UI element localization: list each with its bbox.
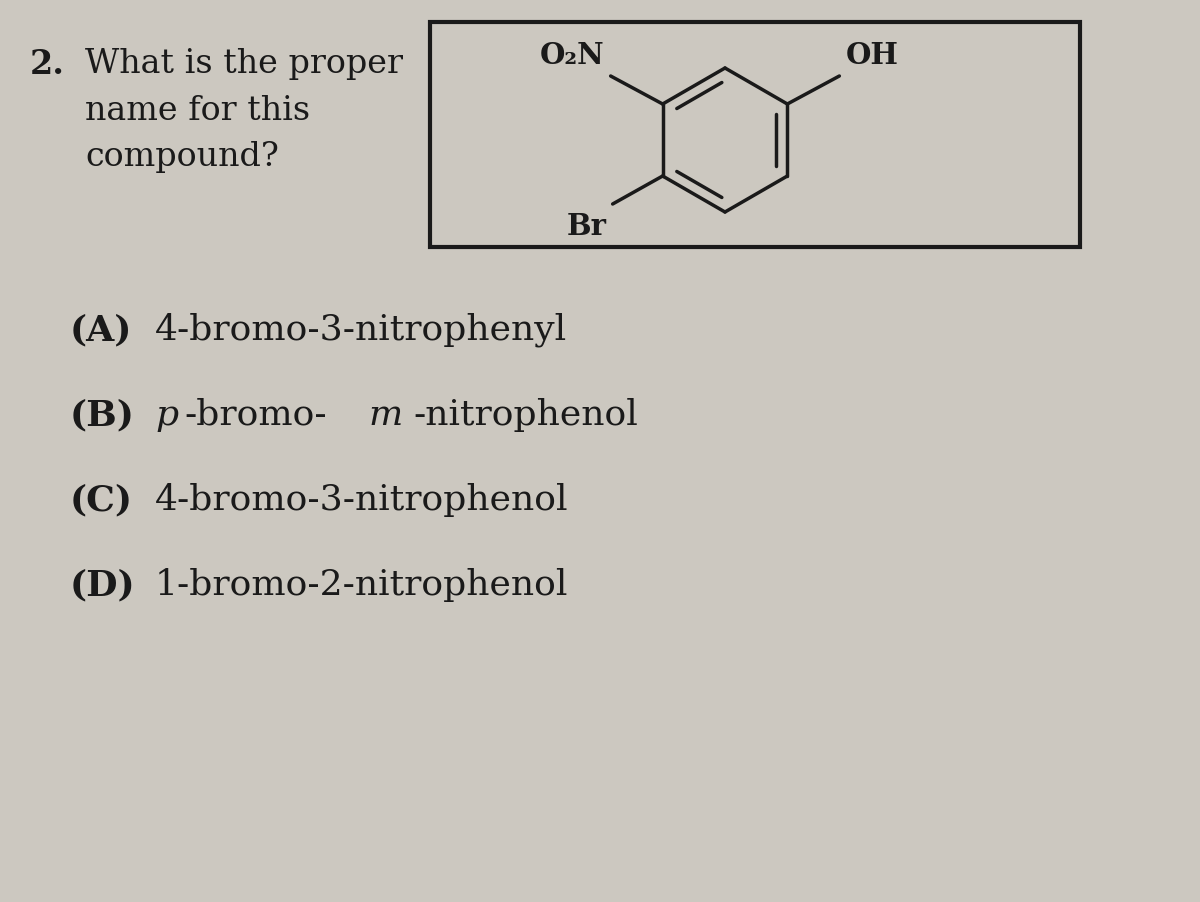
- Text: -nitrophenol: -nitrophenol: [413, 398, 638, 431]
- Text: 4-bromo-3-nitrophenol: 4-bromo-3-nitrophenol: [155, 483, 569, 517]
- Text: (D): (D): [70, 567, 136, 602]
- Text: (B): (B): [70, 398, 134, 431]
- Text: compound?: compound?: [85, 141, 278, 173]
- Text: -bromo-: -bromo-: [185, 398, 328, 431]
- Text: 2.: 2.: [30, 48, 65, 81]
- Text: name for this: name for this: [85, 95, 310, 127]
- Text: 1-bromo-2-nitrophenol: 1-bromo-2-nitrophenol: [155, 567, 569, 602]
- Text: (A): (A): [70, 313, 132, 346]
- Text: 4-bromo-3-nitrophenyl: 4-bromo-3-nitrophenyl: [155, 313, 568, 347]
- Text: What is the proper: What is the proper: [85, 48, 403, 80]
- Text: OH: OH: [845, 41, 899, 70]
- Text: O₂N: O₂N: [540, 41, 605, 70]
- Text: m: m: [368, 398, 403, 431]
- Text: (C): (C): [70, 483, 133, 517]
- Text: Br: Br: [566, 212, 607, 241]
- Text: p: p: [155, 398, 178, 431]
